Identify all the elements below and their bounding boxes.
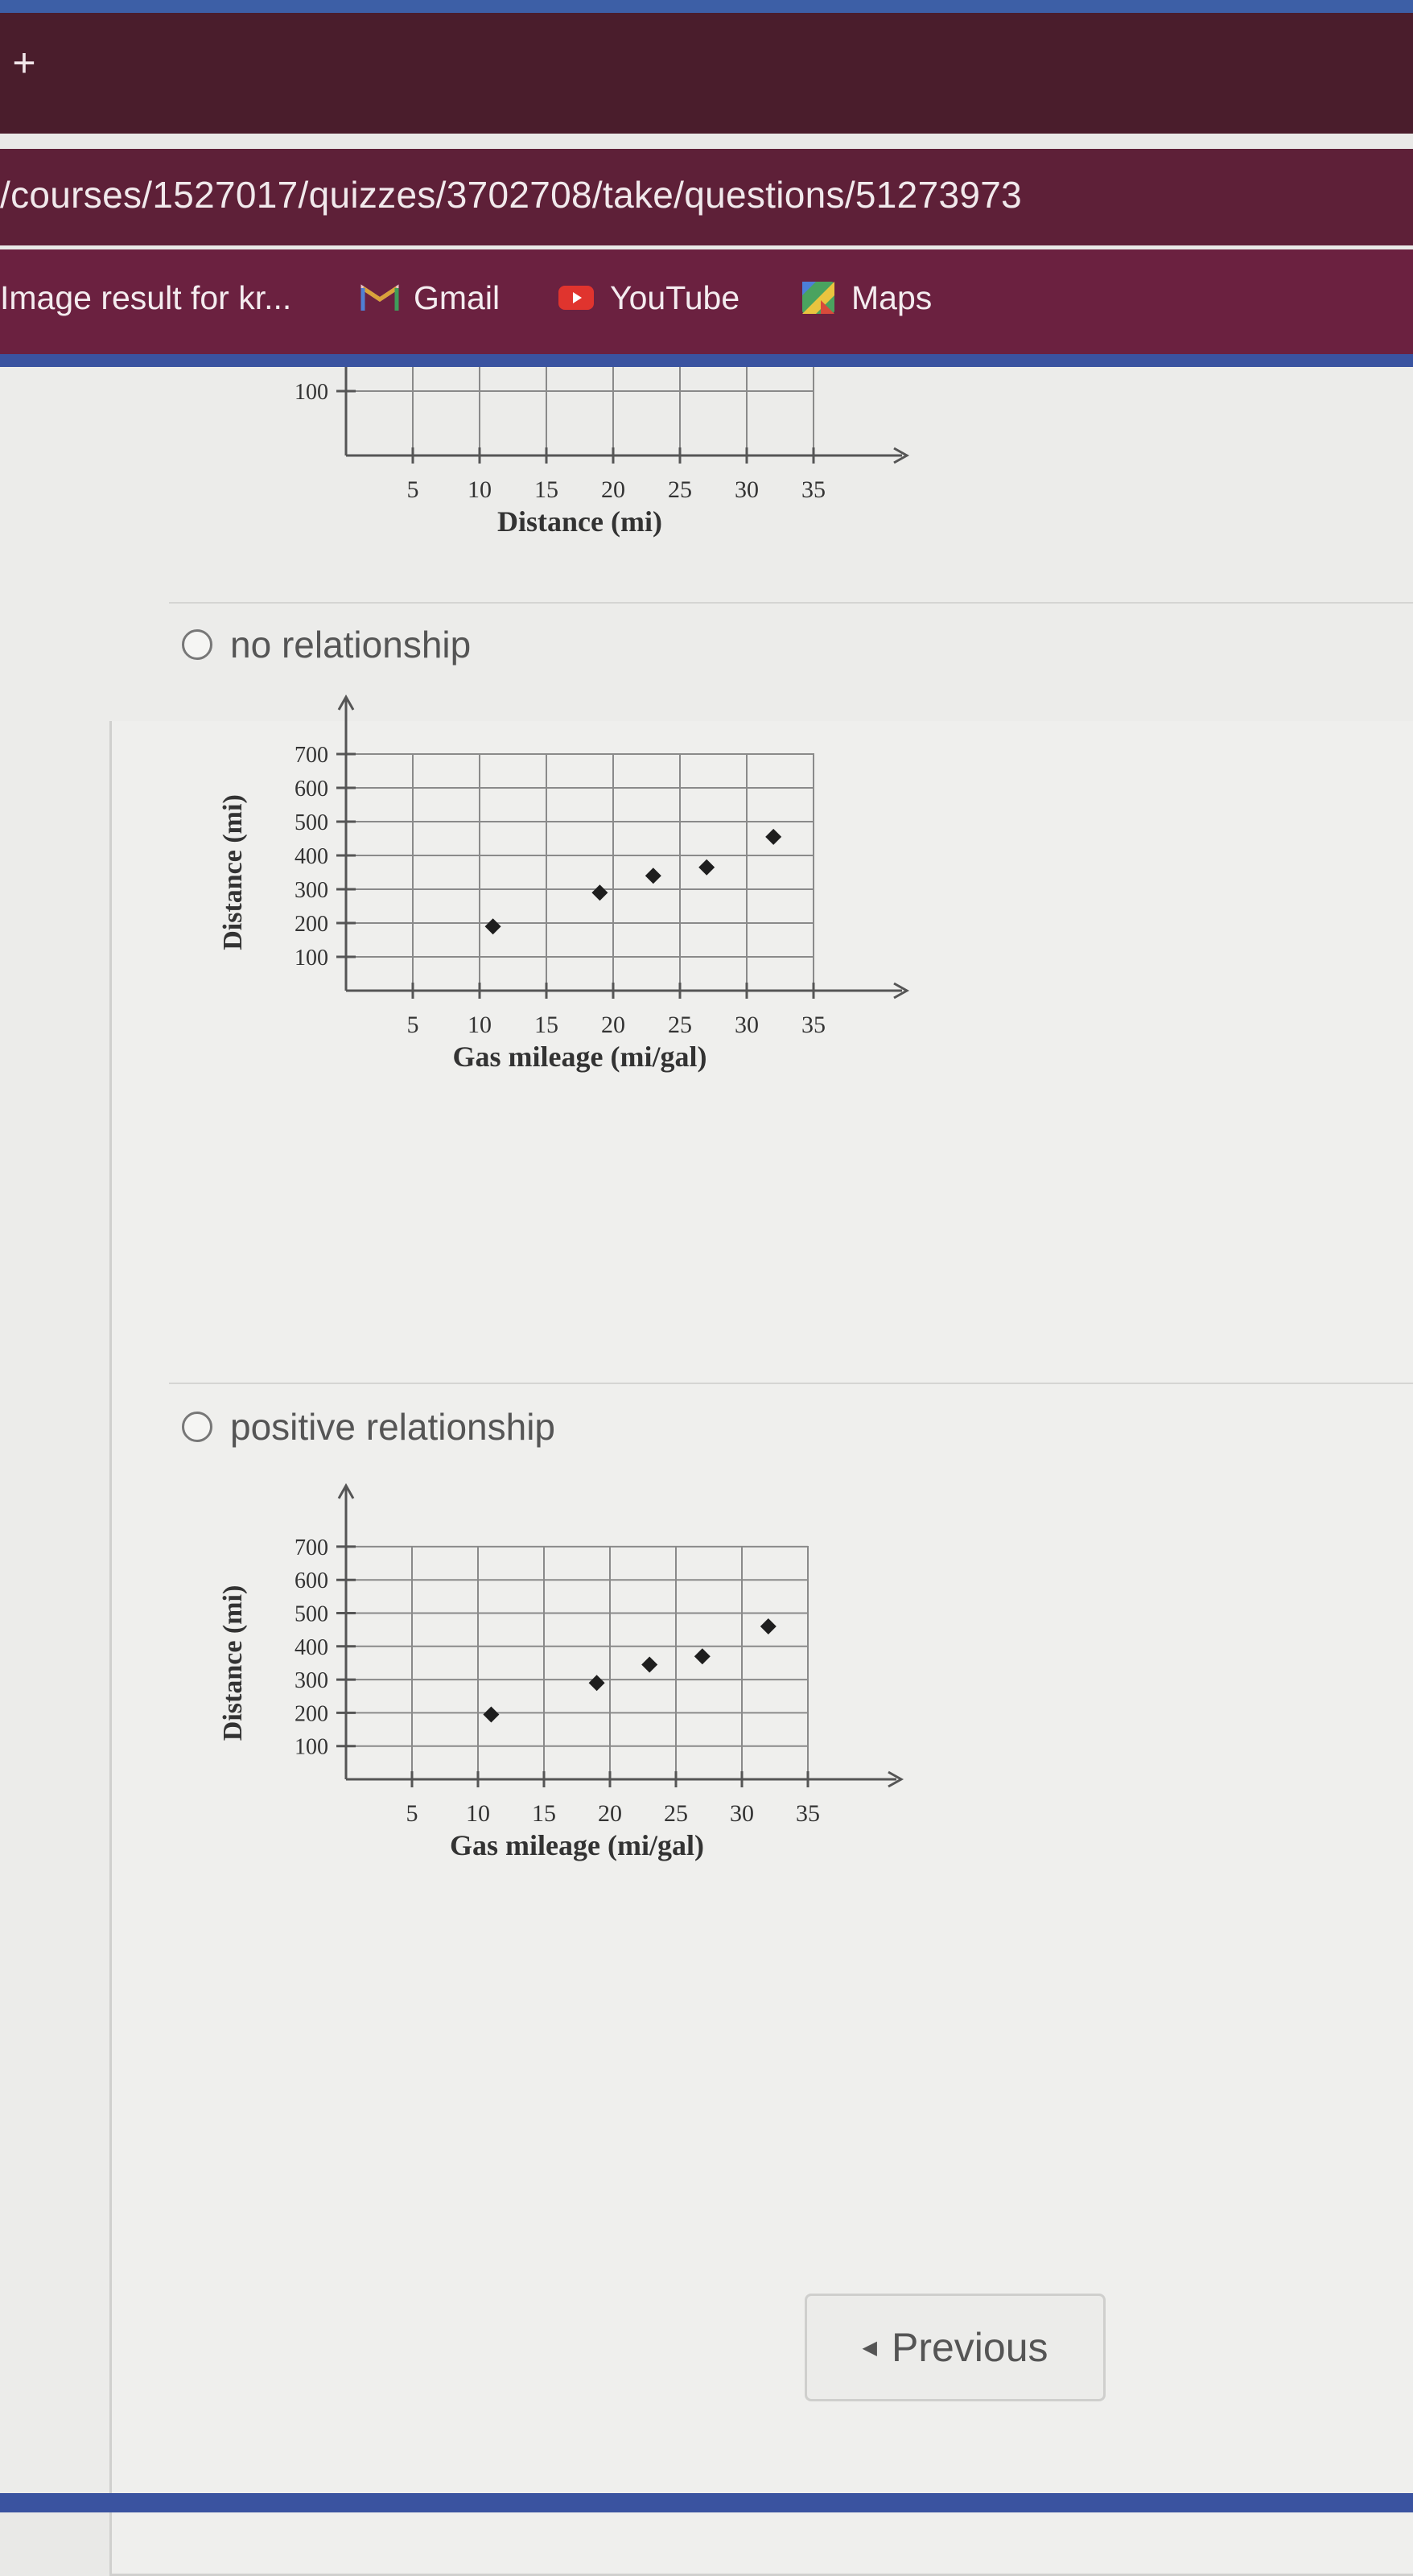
data-point — [698, 859, 715, 876]
answer-separator — [169, 602, 1413, 604]
x-tick-label: 15 — [532, 1800, 556, 1827]
y-tick-label: 400 — [295, 1635, 328, 1660]
x-tick-label: 30 — [730, 1800, 754, 1827]
caret-left-icon: ◀ — [862, 2336, 877, 2359]
radio-button[interactable] — [182, 1412, 212, 1442]
data-point — [591, 884, 608, 901]
window-top-strip — [0, 0, 1413, 13]
x-tick-label: 20 — [601, 476, 625, 503]
toolbar-divider — [0, 354, 1413, 367]
bookmark-image-result[interactable]: Image result for kr... — [0, 274, 291, 322]
x-tick-label: 25 — [668, 476, 692, 503]
data-point — [765, 828, 782, 845]
x-tick-label: 30 — [735, 1012, 759, 1038]
x-tick-label: 15 — [534, 476, 558, 503]
previous-button[interactable]: ◀ Previous — [805, 2294, 1106, 2401]
y-tick-label: 600 — [295, 1568, 328, 1593]
x-tick-label: 35 — [801, 476, 826, 503]
answer-chart-no-relationship: 5 10 15 20 25 30 35 100 200 300 400 500 600 700 Gas mi… — [218, 694, 910, 1073]
y-tick-label: 200 — [295, 1701, 328, 1726]
x-tick-label: 35 — [796, 1800, 820, 1827]
radio-button[interactable] — [182, 629, 212, 660]
data-point — [645, 868, 661, 884]
answer-chart-positive-relationship: 5 10 15 20 25 30 35 100 200 300 400 500 600 700 Gas mi… — [218, 1482, 904, 1861]
bookmark-youtube[interactable]: YouTube — [557, 274, 739, 322]
y-tick-label: 400 — [295, 844, 328, 869]
y-tick-label: 100 — [295, 1735, 328, 1760]
y-tick-label: 700 — [295, 1535, 328, 1560]
x-tick-label: 35 — [801, 1012, 826, 1038]
answer-option-label: no relationship — [230, 624, 472, 666]
address-bar-url[interactable]: /courses/1527017/quizzes/3702708/take/qu… — [0, 174, 1022, 216]
y-tick-label: 200 — [295, 912, 328, 937]
y-tick-label: 500 — [295, 810, 328, 835]
x-axis-title: Gas mileage (mi/gal) — [450, 1829, 704, 1861]
x-axis-arrow — [888, 1770, 904, 1788]
bookmark-label: Maps — [851, 278, 933, 316]
tab-bar: + — [0, 13, 1413, 134]
data-point — [484, 918, 501, 935]
data-point — [483, 1706, 500, 1723]
x-axis-title: Distance (mi) — [497, 505, 662, 538]
data-point — [641, 1656, 658, 1673]
bookmark-gmail[interactable]: Gmail — [360, 274, 500, 322]
y-axis-arrow — [337, 694, 355, 711]
address-bar[interactable] — [0, 149, 1413, 245]
y-tick-label: 100 — [295, 946, 328, 971]
x-axis-arrow — [893, 447, 910, 464]
y-axis-title: Distance (mi) — [218, 794, 248, 950]
data-point — [694, 1648, 711, 1665]
bookmark-maps[interactable]: Maps — [800, 274, 932, 322]
x-axis-arrow — [893, 982, 910, 999]
bookmark-label: Image result for kr... — [0, 278, 292, 316]
bookmark-label: YouTube — [610, 278, 740, 316]
x-tick-label: 10 — [468, 476, 492, 503]
bookmark-label: Gmail — [414, 278, 501, 316]
youtube-icon — [558, 286, 594, 310]
maps-icon — [802, 282, 834, 314]
y-tick-label: 500 — [295, 1602, 328, 1627]
x-axis-title: Gas mileage (mi/gal) — [453, 1041, 707, 1073]
new-tab-button[interactable]: + — [12, 40, 36, 85]
x-tick-label: 15 — [534, 1012, 558, 1038]
gmail-icon — [360, 284, 399, 311]
answer-option-no-relationship[interactable]: no relationship — [182, 623, 471, 666]
y-axis-arrow — [337, 1482, 355, 1499]
x-tick-label: 5 — [407, 1012, 419, 1038]
window-bottom-strip — [0, 2493, 1413, 2512]
y-tick-label: 300 — [295, 1668, 328, 1693]
y-tick-label: 100 — [295, 380, 328, 405]
data-point — [588, 1675, 605, 1692]
x-tick-label: 25 — [668, 1012, 692, 1038]
answer-separator — [169, 1383, 1413, 1384]
answer-option-label: positive relationship — [230, 1406, 556, 1448]
y-axis-title: Distance (mi) — [218, 1585, 248, 1741]
y-tick-label: 300 — [295, 878, 328, 903]
x-tick-label: 10 — [468, 1012, 492, 1038]
x-tick-label: 5 — [407, 476, 419, 503]
x-tick-label: 10 — [466, 1800, 490, 1827]
y-tick-label: 700 — [295, 743, 328, 768]
answer-option-positive-relationship[interactable]: positive relationship — [182, 1405, 555, 1449]
x-tick-label: 30 — [735, 476, 759, 503]
answer-chart-cropped: 5 10 15 20 25 30 35 Distance (mi) 100 — [295, 367, 910, 538]
quiz-content: 5 10 15 20 25 30 35 Distance (mi) 100 no relatio… — [0, 367, 1413, 2576]
y-tick-label: 600 — [295, 777, 328, 802]
bookmarks-bar — [0, 249, 1413, 356]
x-tick-label: 5 — [406, 1800, 418, 1827]
x-tick-label: 20 — [598, 1800, 622, 1827]
previous-button-label: Previous — [891, 2325, 1048, 2370]
x-tick-label: 20 — [601, 1012, 625, 1038]
x-tick-label: 25 — [664, 1800, 688, 1827]
data-point — [760, 1618, 777, 1635]
